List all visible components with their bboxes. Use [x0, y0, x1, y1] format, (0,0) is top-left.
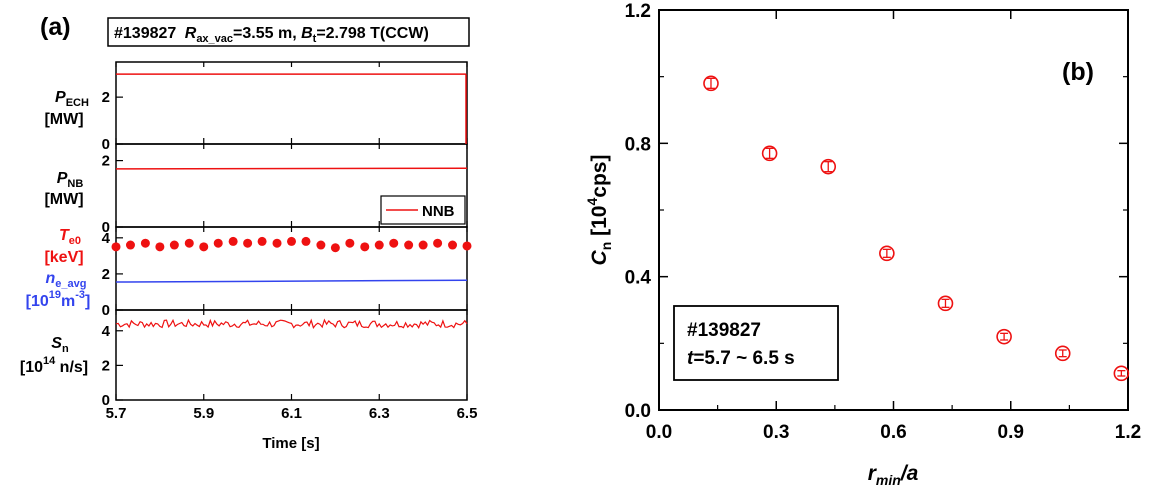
ytick-label: 0 [102, 136, 110, 153]
header-r-value: =3.55 m, [233, 25, 301, 42]
header-r-symbol: R [185, 25, 197, 42]
te-point [330, 243, 340, 253]
b-ytick-label: 0.0 [625, 401, 651, 422]
cn-point [820, 158, 837, 175]
pnb-series-line [115, 167, 468, 170]
te-point [404, 240, 414, 250]
te-point [287, 236, 296, 246]
ytick-label: 0 [102, 392, 110, 409]
ne-unit: [1019m-3] [26, 289, 91, 310]
header-shot: #139827 [114, 25, 176, 42]
panel-b-annotation-box [673, 305, 839, 381]
te-point [462, 241, 472, 251]
panel-b-ylabel: Cn [104cps] [584, 155, 614, 266]
sn-unit: [1014 n/s] [20, 355, 88, 376]
ytick-label: 2 [102, 266, 110, 283]
pech-label: PECH [55, 89, 89, 109]
b-xtick-label: 0.9 [998, 422, 1024, 443]
te-point [125, 240, 135, 250]
te-point [199, 242, 209, 252]
ytick-label: 0 [102, 219, 110, 236]
xtick-label: 5.9 [193, 405, 214, 422]
ytick-label: 4 [102, 230, 111, 247]
sn-label: Sn [51, 335, 69, 355]
te-point [448, 240, 458, 250]
legend-nnb-box [380, 195, 466, 225]
header-b-sub: t [313, 33, 317, 45]
ytick-label: 2 [102, 153, 110, 170]
xtick-label: 6.3 [369, 405, 390, 422]
te-point [184, 238, 194, 248]
te-label: Te0 [59, 227, 81, 247]
b-ytick-label: 1.2 [625, 1, 651, 22]
panel-b-letter: (b) [1062, 58, 1094, 86]
te-point [433, 238, 443, 248]
ytick-label: 0 [102, 302, 110, 319]
te-point [301, 236, 311, 246]
te-point [418, 240, 428, 250]
te-point [169, 240, 179, 250]
xtick-label: 6.5 [457, 405, 478, 422]
panel-a-xlabel: Time [s] [262, 435, 319, 452]
b-xtick-label: 0.0 [646, 422, 672, 443]
te-point [272, 238, 282, 248]
pnb-label: PNB [57, 170, 84, 190]
te-point [345, 238, 355, 248]
te-unit: [keV] [44, 249, 83, 266]
header-b-symbol: B [301, 25, 313, 42]
panel-a-header: #139827 Rax_vac=3.55 m, Bt=2.798 T(CCW) [114, 25, 429, 45]
ne-series-line [115, 279, 468, 283]
cn-point [1054, 345, 1071, 362]
cn-point [1113, 365, 1130, 382]
b-xtick-label: 0.6 [880, 422, 906, 443]
header-r-sub: ax_vac [196, 33, 233, 45]
cn-point [703, 75, 719, 92]
te-point [213, 238, 223, 248]
header-b-value: =2.798 T(CCW) [316, 25, 428, 42]
ytick-label: 4 [102, 323, 111, 340]
b-ytick-label: 0.8 [625, 134, 651, 155]
pech-unit: [MW] [44, 111, 83, 128]
te-point [360, 242, 370, 252]
panel-a: (a) #139827 Rax_vac=3.55 m, Bt=2.798 T(C… [20, 13, 478, 452]
b-xtick-label: 0.3 [763, 422, 789, 443]
te-point [228, 236, 238, 246]
te-point [243, 238, 253, 248]
ytick-label: 2 [102, 89, 110, 106]
panel-b-annotation-shot: #139827 [687, 320, 761, 341]
sn-series-line [115, 318, 468, 329]
panel-a-header-box [107, 17, 470, 47]
cn-point [879, 245, 895, 262]
cn-point [996, 328, 1012, 345]
panel-b-plots: 0.0 0.3 0.6 0.9 1.2 0.0 0.4 0.8 1.2 [625, 1, 1142, 443]
cn-point [761, 145, 778, 162]
te-point [374, 240, 384, 250]
pnb-unit: [MW] [44, 191, 83, 208]
te-point [140, 238, 150, 248]
ytick-label: 2 [102, 357, 110, 374]
b-xtick-label: 1.2 [1115, 422, 1141, 443]
te-point [111, 242, 121, 252]
te-point [257, 236, 267, 246]
xtick-label: 6.1 [281, 405, 302, 422]
panel-b-xlabel: rmin/a [868, 462, 919, 488]
b-ytick-label: 0.4 [625, 268, 652, 289]
panel-a-letter: (a) [40, 13, 71, 41]
xtick-label: 5.7 [106, 405, 127, 422]
panel-b: (b) Cn [104cps] rmin/a #139827 t=5.7 ~ 6… [584, 1, 1141, 488]
legend-nnb-label: NNB [422, 203, 455, 220]
te-point [389, 238, 399, 248]
cn-point [937, 295, 954, 312]
te-point [155, 242, 165, 252]
panel-b-annotation-time: t=5.7 ~ 6.5 s [687, 348, 795, 369]
te-point [316, 240, 326, 250]
ne-label: ne_avg [46, 270, 87, 290]
